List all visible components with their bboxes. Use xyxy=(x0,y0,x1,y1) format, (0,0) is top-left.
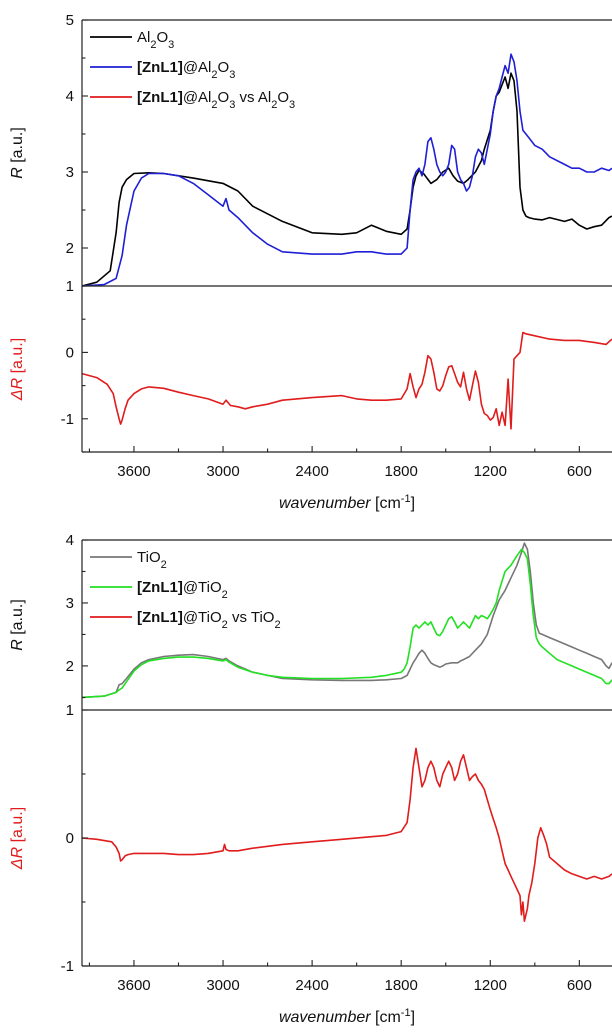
legend-text-part: 2 xyxy=(161,559,167,571)
legend-text-part: [ZnL1] xyxy=(137,579,183,596)
y-axis-label-symbol: R xyxy=(9,167,26,179)
legend-text-part: vs Al xyxy=(235,89,271,106)
legend-text-part: O xyxy=(277,89,289,106)
x-tick-label: 1800 xyxy=(385,463,418,480)
panel-bottom-dR: -1 0 1 ΔR [a.u.] xyxy=(9,702,612,975)
x-tick-label: 600 xyxy=(567,977,592,994)
x-axis-label-close: ] xyxy=(411,495,415,512)
y-tick-label: 1 xyxy=(66,278,74,295)
legend-text-part: 2 xyxy=(211,69,217,81)
y-axis-label: ΔR [a.u.] xyxy=(9,338,26,401)
x-tick-label: 1200 xyxy=(474,463,507,480)
y-tick-label: 0 xyxy=(66,830,74,847)
x-axis-label-unit: [cm xyxy=(371,495,401,512)
legend-text-part: [ZnL1] xyxy=(137,89,183,106)
y-tick-label: 5 xyxy=(66,12,74,29)
y-axis-label-symbol: ΔR xyxy=(9,377,26,401)
legend-text-part: TiO xyxy=(137,549,161,566)
legend-text-part: vs TiO xyxy=(228,609,275,626)
legend-entry: [ZnL1]@TiO2 xyxy=(137,579,228,601)
legend-text-part: 2 xyxy=(274,619,280,631)
legend-text-part: [ZnL1] xyxy=(137,59,183,76)
legend-text-part: 2 xyxy=(271,99,277,111)
x-axis-label-sup: -1 xyxy=(401,1007,411,1019)
legend-text-part: Al xyxy=(137,29,150,46)
legend-text-part: 2 xyxy=(211,99,217,111)
x-axis-label-text: wavenumber xyxy=(279,495,371,512)
x-axis-3: 3600 3000 2400 1800 1200 600 wavenumber [cm-1] xyxy=(88,960,592,1026)
x-axis-label-close: ] xyxy=(411,1009,415,1026)
legend-text-part: O xyxy=(218,59,230,76)
legend-entry: TiO2 xyxy=(137,549,167,571)
x-axis-1: 3600 3000 2400 1800 1200 600 wavenumber [cm-1] xyxy=(88,446,592,512)
x-tick-label: 3600 xyxy=(117,463,150,480)
legend-text-part: @TiO xyxy=(183,579,222,596)
y-tick-label: 4 xyxy=(66,88,74,105)
y-tick-label: 2 xyxy=(66,658,74,675)
y-axis-label-unit: [a.u.] xyxy=(9,599,26,639)
y-axis-label: R [a.u.] xyxy=(9,127,26,179)
legend-text-part: [ZnL1] xyxy=(137,609,183,626)
series-line-1 xyxy=(81,331,612,430)
series-line-2 xyxy=(81,548,612,699)
legend-text-part: @Al xyxy=(183,59,212,76)
y-axis-label-unit: [a.u.] xyxy=(9,807,26,847)
y-tick-label: 0 xyxy=(66,344,74,361)
legend-text-part: O xyxy=(156,29,168,46)
legend-text-part: 2 xyxy=(222,619,228,631)
y-axis-label: ΔR [a.u.] xyxy=(9,807,26,870)
x-tick-label: 3000 xyxy=(206,463,239,480)
x-axis-label: wavenumber [cm-1] xyxy=(279,1007,415,1026)
y-tick-label: 4 xyxy=(66,532,74,549)
x-tick-label: 3600 xyxy=(117,977,150,994)
legend-entry: Al2O3 xyxy=(137,29,174,51)
y-tick-label: 3 xyxy=(66,595,74,612)
legend-text-part: @TiO xyxy=(183,609,222,626)
legend-entry: [ZnL1]@TiO2 vs TiO2 xyxy=(137,609,281,631)
series-line-1 xyxy=(81,542,612,699)
y-tick-label: 1 xyxy=(66,702,74,719)
x-tick-label: 1200 xyxy=(474,977,507,994)
x-tick-label: 1800 xyxy=(385,977,418,994)
y-tick-label: 3 xyxy=(66,164,74,181)
x-tick-label: 3000 xyxy=(206,977,239,994)
y-axis-label: R [a.u.] xyxy=(9,599,26,651)
legend-entry: [ZnL1]@Al2O3 xyxy=(137,59,235,81)
x-tick-label: 2400 xyxy=(295,977,328,994)
x-axis-label: wavenumber [cm-1] xyxy=(279,493,415,512)
y-axis-label-unit: [a.u.] xyxy=(9,127,26,167)
y-axis-label-symbol: ΔR xyxy=(9,846,26,870)
legend-text-part: @Al xyxy=(183,89,212,106)
legend-text-part: 2 xyxy=(150,39,156,51)
series-line-1 xyxy=(81,72,612,287)
x-tick-label: 600 xyxy=(567,463,592,480)
x-axis-label-unit: [cm xyxy=(371,1009,401,1026)
panel-top-dR: -1 0 1 ΔR [a.u.] xyxy=(9,278,612,453)
y-tick-label: -1 xyxy=(61,411,74,428)
y-axis-label-unit: [a.u.] xyxy=(9,338,26,378)
legend-entry: [ZnL1]@Al2O3 vs Al2O3 xyxy=(137,89,295,111)
y-axis-label-symbol: R xyxy=(9,639,26,651)
legend-text-part: 3 xyxy=(168,39,174,51)
legend-text-part: 2 xyxy=(222,589,228,601)
series-line-2 xyxy=(81,53,612,287)
series-line-1 xyxy=(81,747,612,922)
x-axis-label-text: wavenumber xyxy=(279,1009,371,1026)
x-axis-label-sup: -1 xyxy=(401,493,411,505)
y-tick-label: -1 xyxy=(61,958,74,975)
legend-text-part: O xyxy=(218,89,230,106)
y-tick-label: 2 xyxy=(66,240,74,257)
x-tick-label: 2400 xyxy=(295,463,328,480)
legend-text-part: 3 xyxy=(289,99,295,111)
legend-text-part: 3 xyxy=(229,99,235,111)
legend-text-part: 3 xyxy=(229,69,235,81)
